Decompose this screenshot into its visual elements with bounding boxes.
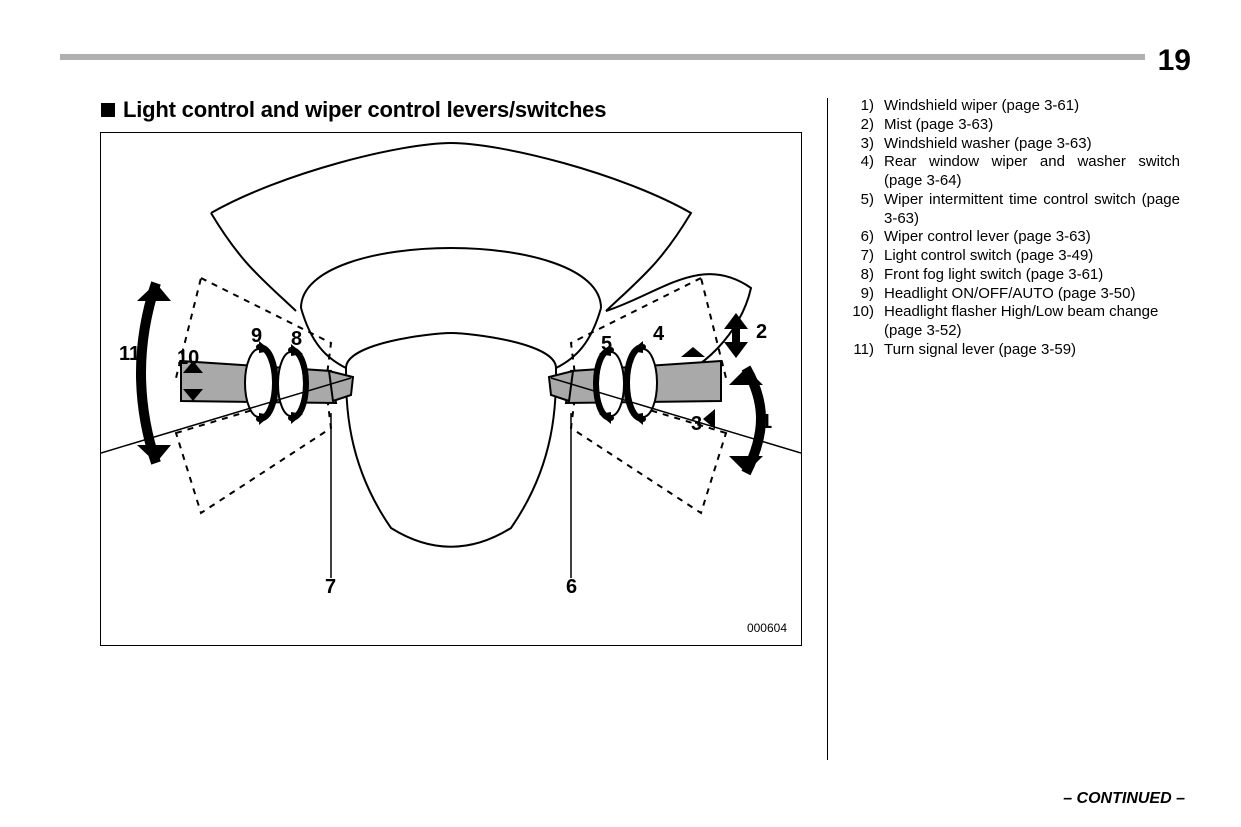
legend-item-number: 1)	[840, 97, 884, 116]
legend-item: 7)Light control switch (page 3-49)	[840, 247, 1180, 266]
legend-item: 3)Windshield washer (page 3-63)	[840, 135, 1180, 154]
legend-item-text: Headlight flasher High/Low beam change (…	[884, 303, 1180, 341]
legend-item-number: 7)	[840, 247, 884, 266]
callout-6: 6	[566, 576, 577, 599]
heading-text: Light control and wiper control levers/s…	[123, 97, 606, 123]
legend-item-number: 10)	[840, 303, 884, 341]
legend-item-text: Mist (page 3-63)	[884, 116, 1180, 135]
figure-code: 000604	[747, 621, 787, 635]
legend-item-number: 2)	[840, 116, 884, 135]
callout-11: 11	[119, 343, 140, 366]
legend-item-text: Windshield washer (page 3-63)	[884, 135, 1180, 154]
callout-7: 7	[325, 576, 336, 599]
figure-frame: 1 2 3 4 5 6 7 8 9 10 11 000604	[100, 132, 802, 646]
callout-8: 8	[291, 328, 302, 351]
legend-item: 1)Windshield wiper (page 3-61)	[840, 97, 1180, 116]
page-number: 19	[1158, 44, 1191, 78]
legend-item-text: Headlight ON/OFF/AUTO (page 3-50)	[884, 285, 1180, 304]
legend-item: 9)Headlight ON/OFF/AUTO (page 3-50)	[840, 285, 1180, 304]
steering-diagram	[101, 133, 801, 645]
continued-label: – CONTINUED –	[1063, 790, 1185, 808]
legend-item: 6)Wiper control lever (page 3-63)	[840, 228, 1180, 247]
legend-item-number: 6)	[840, 228, 884, 247]
callout-1: 1	[761, 411, 772, 434]
legend-item-text: Windshield wiper (page 3-61)	[884, 97, 1180, 116]
legend-item-text: Light control switch (page 3-49)	[884, 247, 1180, 266]
section-heading: Light control and wiper control levers/s…	[101, 97, 606, 123]
legend-item-text: Wiper control lever (page 3-63)	[884, 228, 1180, 247]
legend-item: 5)Wiper intermittent time control switch…	[840, 191, 1180, 229]
callout-2: 2	[756, 321, 767, 344]
callout-5: 5	[601, 333, 612, 356]
legend-item-number: 3)	[840, 135, 884, 154]
legend-item-number: 5)	[840, 191, 884, 229]
callout-10: 10	[177, 347, 199, 370]
legend-item-number: 9)	[840, 285, 884, 304]
legend-item-number: 8)	[840, 266, 884, 285]
legend-item-text: Turn signal lever (page 3-59)	[884, 341, 1180, 360]
column-divider	[827, 98, 828, 760]
legend-item-text: Front fog light switch (page 3-61)	[884, 266, 1180, 285]
legend-item: 11)Turn signal lever (page 3-59)	[840, 341, 1180, 360]
legend-item: 4)Rear window wiper and washer switch (p…	[840, 153, 1180, 191]
legend-list: 1)Windshield wiper (page 3-61)2)Mist (pa…	[840, 97, 1180, 360]
legend-item: 10)Headlight flasher High/Low beam chang…	[840, 303, 1180, 341]
heading-bullet-icon	[101, 103, 115, 117]
callout-9: 9	[251, 325, 262, 348]
top-rule	[60, 54, 1145, 60]
legend-item: 2)Mist (page 3-63)	[840, 116, 1180, 135]
legend-item-text: Wiper intermittent time control switch (…	[884, 191, 1180, 229]
legend-item-number: 4)	[840, 153, 884, 191]
legend-item-number: 11)	[840, 341, 884, 360]
callout-4: 4	[653, 323, 664, 346]
legend-item-text: Rear window wiper and washer switch (pag…	[884, 153, 1180, 191]
callout-3: 3	[691, 413, 702, 436]
legend-item: 8)Front fog light switch (page 3-61)	[840, 266, 1180, 285]
